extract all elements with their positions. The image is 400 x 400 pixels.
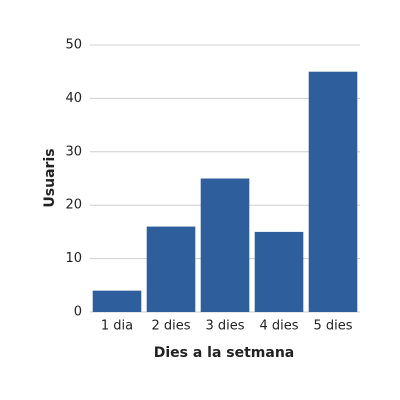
bar bbox=[146, 226, 196, 312]
y-tick-label: 50 bbox=[65, 38, 82, 53]
bar bbox=[254, 231, 304, 312]
bar bbox=[92, 290, 142, 312]
x-tick-label: 5 dies bbox=[313, 319, 352, 334]
y-tick-label: 0 bbox=[74, 305, 82, 320]
y-axis-title: Usuaris bbox=[42, 148, 58, 207]
bar bbox=[200, 178, 250, 312]
x-tick-label: 1 dia bbox=[101, 319, 133, 334]
x-axis-title: Dies a la setmana bbox=[154, 345, 295, 361]
x-tick-label: 2 dies bbox=[151, 319, 190, 334]
x-tick-label: 4 dies bbox=[259, 319, 298, 334]
y-tick-label: 40 bbox=[65, 91, 82, 106]
y-tick-label: 10 bbox=[65, 251, 82, 266]
y-tick-label: 20 bbox=[65, 198, 82, 213]
bar bbox=[308, 71, 358, 312]
y-tick-label: 30 bbox=[65, 144, 82, 159]
x-tick-label: 3 dies bbox=[205, 319, 244, 334]
